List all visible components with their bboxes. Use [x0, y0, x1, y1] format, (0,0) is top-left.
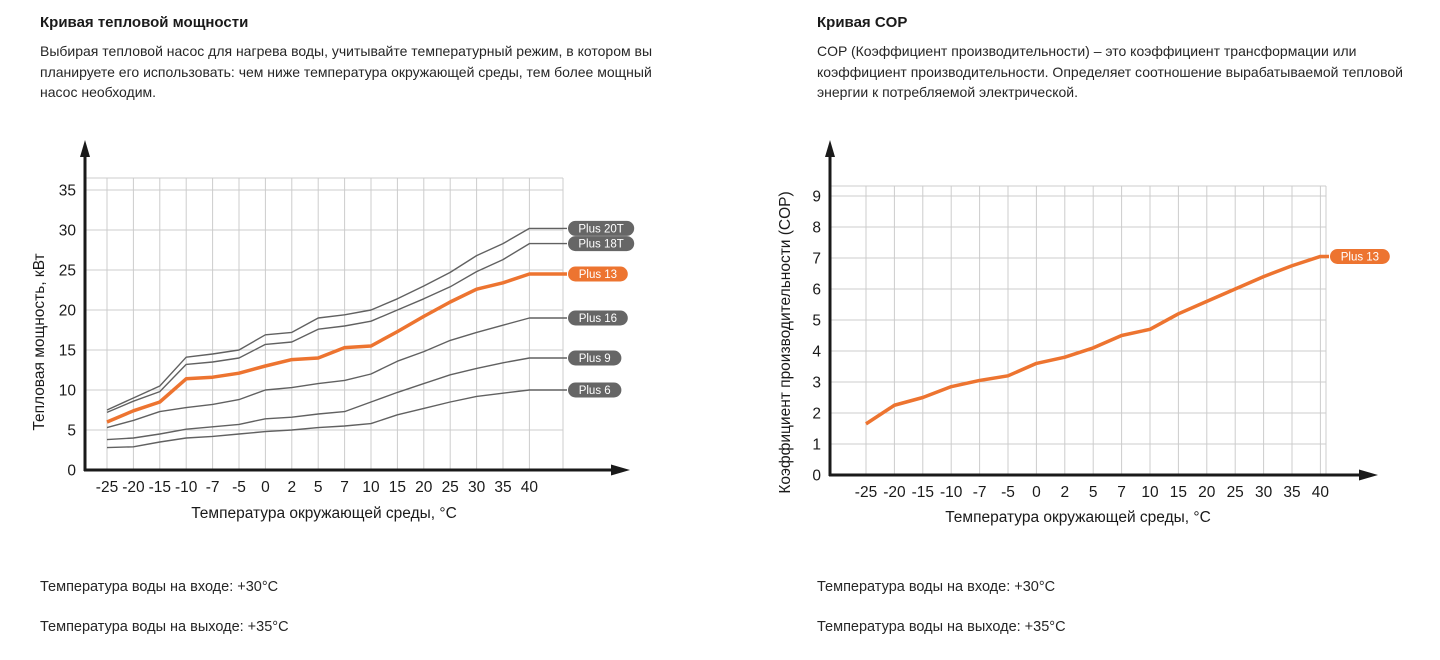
series-badge-label: Plus 6: [579, 385, 611, 397]
y-tick-label: 25: [59, 263, 76, 280]
cop-panel: Кривая COP COP (Коэффициент производител…: [817, 12, 1421, 103]
y-tick-label: 5: [812, 313, 821, 330]
y-tick-label: 6: [812, 282, 821, 299]
series-badge-label: Plus 20T: [578, 223, 623, 235]
x-axis-title: Температура окружающей среды, °C: [191, 505, 457, 522]
y-tick-label: 15: [59, 343, 76, 360]
water-inlet-temp-note: Температура воды на входе: +30°C: [817, 579, 1056, 595]
y-tick-label: 35: [59, 183, 76, 200]
series-badge-plus-13: [568, 266, 628, 282]
series-badge-plus-9: [568, 350, 622, 366]
x-tick-label: 20: [1198, 484, 1216, 501]
x-tick-label: 20: [415, 479, 433, 496]
x-tick-label: 30: [1255, 484, 1273, 501]
x-tick-label: 2: [1060, 484, 1069, 501]
x-tick-label: 10: [1141, 484, 1159, 501]
x-tick-label: -7: [206, 479, 220, 496]
y-axis-title: Коэффициент производительности (COP): [777, 191, 794, 493]
series-line-plus-6: [106, 389, 567, 449]
y-tick-label: 2: [812, 406, 821, 423]
x-tick-label: 0: [1032, 484, 1041, 501]
x-tick-label: -25: [855, 484, 877, 501]
series-badge-label: Plus 9: [579, 353, 611, 365]
x-tick-label: 5: [1089, 484, 1098, 501]
water-inlet-temp-note: Температура воды на входе: +30°C: [40, 579, 279, 595]
series-badge-plus-16: [568, 310, 628, 326]
x-tick-label: 2: [287, 479, 296, 496]
x-tick-label: -5: [232, 479, 246, 496]
series-line-plus-18t: [106, 242, 567, 414]
series-badge-plus-6: [568, 382, 622, 398]
x-tick-label: -20: [122, 479, 145, 496]
y-tick-label: 0: [67, 463, 76, 480]
y-tick-label: 20: [59, 303, 77, 320]
x-tick-label: 25: [1227, 484, 1244, 501]
y-tick-label: 8: [812, 220, 821, 237]
series-badge-plus-20t: [568, 220, 635, 236]
series-badge-label: Plus 13: [579, 269, 617, 281]
series-line-plus-9: [106, 357, 567, 441]
series-badge-label: Plus 13: [1341, 251, 1379, 263]
water-outlet-temp-note: Температура воды на выходе: +35°C: [40, 619, 289, 635]
heat-power-description: Выбирая тепловой насос для нагрева воды,…: [40, 43, 653, 100]
x-tick-label: -5: [1001, 484, 1015, 501]
series-badge-label: Plus 16: [579, 313, 617, 325]
x-tick-label: 15: [1170, 484, 1187, 501]
x-tick-label: -10: [175, 479, 198, 496]
cop-notes: Температура воды на входе: +30°C Темпера…: [817, 579, 1066, 659]
x-axis-arrow-icon: [1359, 469, 1378, 481]
x-axis-arrow-icon: [611, 464, 630, 476]
x-tick-label: 0: [261, 479, 270, 496]
heat-power-title: Кривая тепловой мощности: [40, 14, 249, 31]
series-line-plus-13: [865, 254, 1329, 426]
heat-power-notes: Температура воды на входе: +30°C Темпера…: [40, 579, 289, 659]
series-badge-plus-18t: [568, 236, 635, 252]
series-badge-label: Plus 18T: [578, 239, 623, 251]
x-tick-label: 30: [468, 479, 486, 496]
x-axis-title: Температура окружающей среды, °C: [945, 509, 1211, 526]
x-tick-label: -20: [883, 484, 906, 501]
y-tick-label: 30: [59, 223, 77, 240]
x-tick-label: 7: [340, 479, 349, 496]
water-outlet-temp-note: Температура воды на выходе: +35°C: [817, 619, 1066, 635]
x-tick-label: 35: [1283, 484, 1300, 501]
x-tick-label: -25: [96, 479, 118, 496]
y-tick-label: 9: [812, 189, 821, 206]
y-tick-label: 3: [812, 375, 821, 392]
series-badge-plus-13: [1330, 248, 1390, 264]
x-tick-label: -15: [149, 479, 171, 496]
x-tick-label: 40: [521, 479, 539, 496]
heat-power-panel: Кривая тепловой мощности Выбирая теплово…: [40, 12, 652, 103]
x-tick-label: 7: [1117, 484, 1126, 501]
x-tick-label: -15: [912, 484, 934, 501]
series-line-plus-16: [106, 317, 567, 429]
y-tick-label: 4: [812, 344, 821, 361]
x-tick-label: 25: [442, 479, 459, 496]
series-line-plus-20t: [106, 227, 567, 411]
x-tick-label: 40: [1312, 484, 1330, 501]
x-tick-label: 10: [362, 479, 380, 496]
cop-description: COP (Коэффициент производительности) – э…: [817, 43, 1403, 100]
y-axis-title: Тепловая мощность, кВт: [31, 253, 48, 430]
x-tick-label: -10: [940, 484, 963, 501]
y-tick-label: 7: [812, 251, 821, 268]
x-tick-label: 5: [314, 479, 323, 496]
y-tick-label: 10: [59, 383, 77, 400]
x-tick-label: 15: [389, 479, 406, 496]
y-axis-arrow-icon: [80, 140, 90, 157]
y-tick-label: 0: [812, 468, 821, 485]
cop-title: Кривая COP: [817, 14, 908, 31]
x-tick-label: 35: [494, 479, 511, 496]
y-axis-arrow-icon: [825, 140, 835, 157]
x-tick-label: -7: [973, 484, 987, 501]
y-tick-label: 1: [812, 437, 821, 454]
series-line-plus-13: [106, 272, 567, 424]
y-tick-label: 5: [67, 423, 76, 440]
